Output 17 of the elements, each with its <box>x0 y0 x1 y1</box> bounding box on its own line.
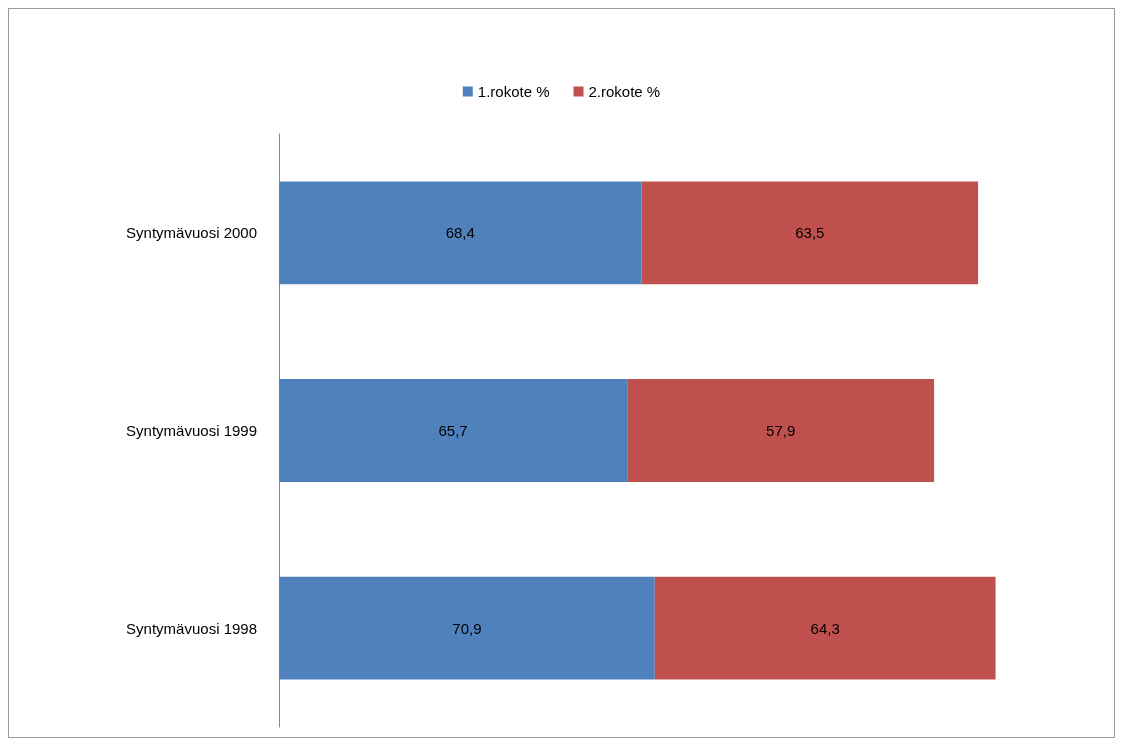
data-label: 65,7 <box>438 422 468 439</box>
y-tick-label: Syntymävuosi 1998 <box>126 619 257 637</box>
bar <box>654 576 996 680</box>
legend-label: 2.rokote % <box>588 83 661 100</box>
bar <box>641 181 979 285</box>
legend-label: 1.rokote % <box>477 83 550 100</box>
data-label: 70,9 <box>452 619 482 637</box>
y-tick-label: Syntymävuosi 1999 <box>126 422 257 439</box>
bar <box>279 379 628 482</box>
bar <box>627 379 935 482</box>
data-label: 64,3 <box>810 619 840 637</box>
data-label: 63,5 <box>795 224 825 242</box>
y-tick-label: Syntymävuosi 2000 <box>126 224 257 242</box>
data-label: 68,4 <box>445 224 475 242</box>
bar <box>279 181 642 285</box>
bar <box>279 576 655 680</box>
data-label: 57,9 <box>766 422 796 439</box>
